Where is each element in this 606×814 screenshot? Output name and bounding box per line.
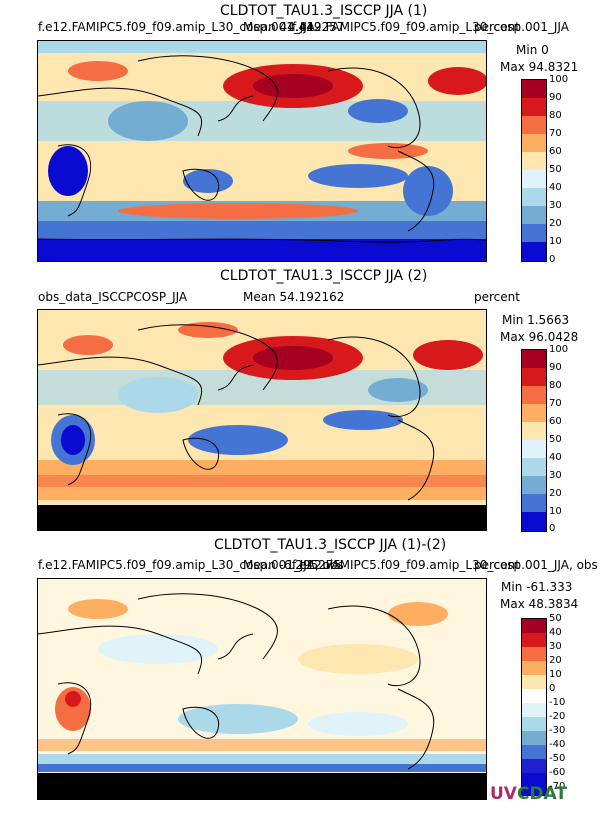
panel-1-tick: 90 — [549, 92, 562, 103]
panel-1-map — [37, 40, 487, 262]
panel-2-tick: 60 — [549, 416, 562, 427]
panel-1-tick: 0 — [549, 254, 556, 265]
panel-1-mean: Mean 44.449257 — [243, 20, 345, 34]
panel-1-tick: 80 — [549, 110, 562, 121]
panel-1-map-field — [38, 41, 486, 261]
panel-3-tick: 10 — [549, 669, 562, 680]
panel-2-mean: Mean 54.192162 — [243, 290, 345, 304]
panel-1-tick: 100 — [549, 74, 569, 85]
panel-2-tick: 80 — [549, 380, 562, 391]
panel-2-dataset-label: obs_data_ISCCPCOSP_JJA — [38, 290, 188, 304]
uvcdat-logo-uv: UV — [490, 784, 517, 804]
panel-3-max: Max 48.3834 — [500, 597, 579, 611]
panel-2-map — [37, 309, 487, 531]
panel-2-tick: 50 — [549, 434, 562, 445]
panel-2-tick: 10 — [549, 506, 562, 517]
panel-3-tick: -40 — [549, 739, 566, 750]
panel-2-tick: 90 — [549, 362, 562, 373]
panel-3-title: CLDTOT_TAU1.3_ISCCP JJA (1)-(2) — [214, 537, 447, 553]
panel-2-tick: 20 — [549, 488, 562, 499]
panel-3-tick: 30 — [549, 641, 562, 652]
panel-3-min: Min -61.333 — [501, 580, 573, 594]
panel-3-map-field — [38, 579, 486, 799]
panel-1-tick: 30 — [549, 200, 562, 211]
panel-3-tick: -70 — [549, 781, 566, 792]
panel-1-dataset-label: f.e12.FAMIPC5.f09_f09.amip_L30_cosp.001_… — [38, 20, 315, 34]
panel-2-units: percent — [474, 290, 520, 304]
panel-1-min: Min 0 — [516, 43, 549, 57]
panel-2-colorbar — [521, 349, 547, 532]
panel-3-tick: 40 — [549, 627, 562, 638]
panel-2-tick: 0 — [549, 523, 556, 534]
panel-1-max: Max 94.8321 — [500, 60, 579, 74]
panel-1-tick: 60 — [549, 146, 562, 157]
panel-1-tick: 20 — [549, 218, 562, 229]
panel-3-tick: -30 — [549, 725, 566, 736]
panel-1-tick: 40 — [549, 182, 562, 193]
panel-2-min: Min 1.5663 — [502, 313, 570, 327]
panel-1-dataset-label-right: f.e12.FAMIPC5.f09_f09.amip_L30_cosp.001_… — [292, 20, 569, 34]
panel-1-tick: 70 — [549, 128, 562, 139]
panel-3-dataset-label-right: f.e12.FAMIPC5.f09_f09.amip_L30_cosp.001_… — [292, 558, 598, 572]
panel-2-map-field — [38, 310, 486, 530]
panel-3-tick: 50 — [549, 613, 562, 624]
panel-3-tick: -60 — [549, 767, 566, 778]
panel-1-tick: 50 — [549, 164, 562, 175]
panel-2-tick: 70 — [549, 398, 562, 409]
uvcdat-logo-cdat: CDAT — [516, 784, 567, 804]
panel-3-tick: -20 — [549, 711, 566, 722]
panel-3-colorbar — [521, 618, 547, 796]
panel-2-tick: 30 — [549, 470, 562, 481]
panel-3-units: percent — [474, 558, 520, 572]
panel-1-colorbar — [521, 79, 547, 262]
panel-3-map — [37, 578, 487, 800]
panel-2-title: CLDTOT_TAU1.3_ISCCP JJA (2) — [220, 268, 428, 284]
panel-2-tick: 100 — [549, 344, 569, 355]
panel-3-dataset-label: f.e12.FAMIPC5.f09_f09.amip_L30_cosp.001_… — [38, 558, 344, 572]
panel-3-mean: Mean -6.295275 — [243, 558, 342, 572]
panel-1-tick: 10 — [549, 236, 562, 247]
panel-2-max: Max 96.0428 — [500, 330, 579, 344]
uvcdat-logo: UVCDAT — [490, 784, 567, 804]
panel-3-tick: -50 — [549, 753, 566, 764]
panel-3-tick: -10 — [549, 697, 566, 708]
panel-3-tick: 20 — [549, 655, 562, 666]
panel-1-units: percent — [474, 20, 520, 34]
panel-1-title: CLDTOT_TAU1.3_ISCCP JJA (1) — [220, 3, 428, 19]
panel-2-tick: 40 — [549, 452, 562, 463]
panel-3-tick: 0 — [549, 683, 556, 694]
